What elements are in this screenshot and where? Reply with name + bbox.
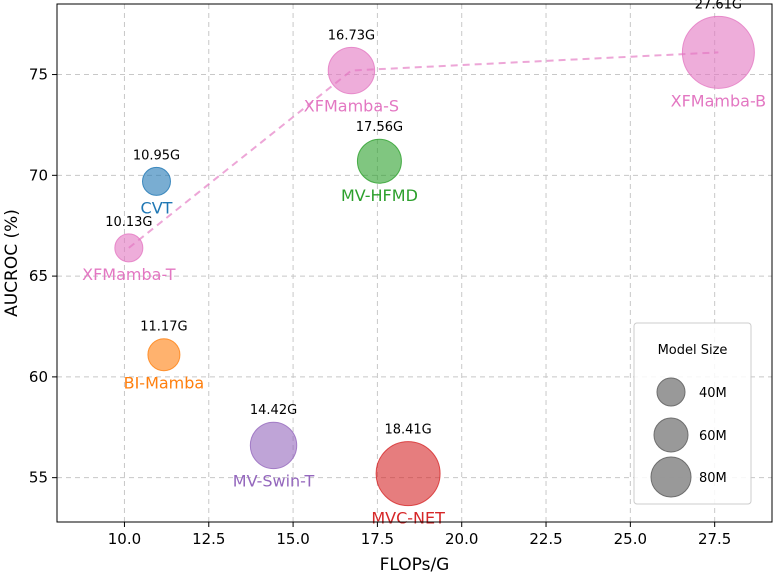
flops-label-mvc-net: 18.41G (384, 423, 431, 438)
model-label-xfmamba-t: XFMamba-T (82, 265, 176, 284)
legend: Model Size 40M 60M 80M (633, 322, 752, 505)
point-xfmamba-s (327, 46, 376, 95)
x-tick-label: 12.5 (192, 530, 225, 548)
x-tick-label: 20.0 (445, 530, 478, 548)
legend-size-marker (653, 417, 689, 453)
point-mvc-net (375, 441, 441, 507)
point-cvt (141, 166, 171, 196)
xfmamba-trend-line (128, 51, 719, 249)
x-tick-label: 10.0 (108, 530, 141, 548)
legend-title: Model Size (658, 343, 728, 358)
model-label-xfmamba-s: XFMamba-S (304, 97, 399, 116)
y-tick-label: 75 (29, 66, 48, 84)
flops-label-xfmamba-b: 27.61G (695, 0, 742, 12)
y-tick-label: 65 (29, 267, 48, 285)
y-axis-title: AUCROC (%) (2, 209, 22, 317)
flops-label-mv-swin-t: 14.42G (250, 403, 297, 418)
model-label-bi-mamba: BI-Mamba (124, 374, 205, 393)
point-bi-mamba (147, 338, 181, 372)
x-tick-label: 17.5 (361, 530, 394, 548)
model-label-mv-swin-t: MV-Swin-T (233, 472, 315, 491)
legend-size-label: 60M (699, 429, 727, 444)
x-tick-label: 15.0 (276, 530, 309, 548)
plot-frame (56, 3, 773, 523)
model-label-xfmamba-b: XFMamba-B (671, 91, 767, 110)
trend-line (128, 51, 719, 249)
legend-size-label: 80M (699, 471, 727, 486)
x-axis-title: FLOPs/G (380, 555, 450, 574)
x-tick-label: 25.0 (614, 530, 647, 548)
flops-label-bi-mamba: 11.17G (140, 320, 187, 335)
model-label-cvt: CVT (141, 198, 173, 217)
point-mv-swin-t (249, 421, 298, 470)
x-tick-label: 22.5 (529, 530, 562, 548)
point-xfmamba-t (114, 233, 144, 263)
flops-label-cvt: 10.95G (133, 148, 180, 163)
legend-size-marker (650, 456, 692, 498)
point-mv-hfmd (356, 138, 402, 184)
legend-size-label: 40M (699, 386, 727, 401)
model-label-mv-hfmd: MV-HFMD (341, 186, 418, 205)
y-tick-label: 70 (29, 166, 48, 184)
flops-label-xfmamba-s: 16.73G (328, 28, 375, 43)
y-tick-label: 60 (29, 368, 48, 386)
legend-size-marker (656, 377, 686, 407)
model-label-mvc-net: MVC-NET (371, 509, 445, 528)
flops-label-xfmamba-t: 10.13G (105, 215, 152, 230)
data-points: 10.13G XFMamba-T 10.95G CVT 11.17G BI-Mamba 14… (82, 0, 766, 528)
point-xfmamba-b (681, 15, 755, 89)
flops-label-mv-hfmd: 17.56G (356, 120, 403, 135)
y-tick-label: 55 (29, 469, 48, 487)
x-tick-label: 27.5 (698, 530, 731, 548)
axis-ticks: 10.0 12.5 15.0 17.5 20.0 22.5 25.0 27.5 55 60 65 70… (29, 66, 731, 548)
